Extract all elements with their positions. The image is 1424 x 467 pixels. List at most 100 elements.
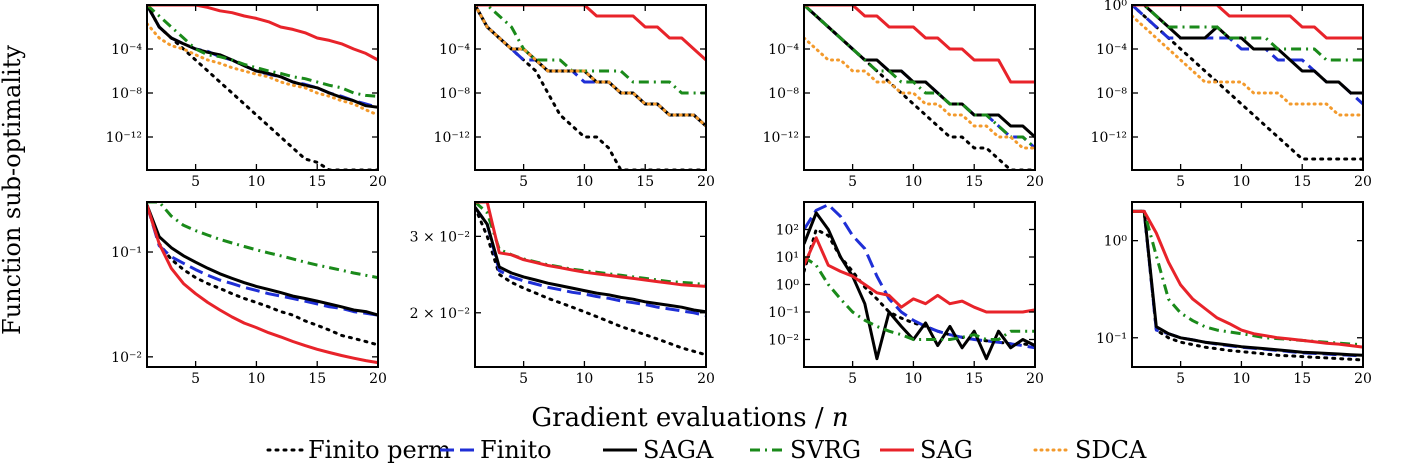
legend-item-finito-perm: Finito perm <box>266 436 451 464</box>
series-group <box>1132 5 1363 161</box>
series-group <box>147 5 378 170</box>
series-finito-perm <box>475 5 706 170</box>
y-tick-label: 10⁻¹² <box>106 130 142 146</box>
series-sag <box>475 5 706 62</box>
series-group <box>804 5 1035 170</box>
series-sag <box>147 5 378 62</box>
x-tick-label: 20 <box>697 371 715 387</box>
panel-frame <box>146 4 379 171</box>
series-sag <box>147 204 378 365</box>
y-tick-label: 10⁰ <box>776 278 800 294</box>
y-tick-label: 10⁻¹ <box>111 245 142 261</box>
series-saga <box>1132 5 1363 95</box>
series-sdca <box>1132 14 1363 117</box>
x-tick-label: 20 <box>1026 371 1044 387</box>
legend-item-saga: SAGA <box>603 436 714 464</box>
series-sag <box>475 202 706 288</box>
y-tick-label: 10¹ <box>776 250 799 266</box>
x-tick-label: 10 <box>905 371 923 387</box>
x-tick-label: 5 <box>848 174 857 190</box>
panel-8: 5 10 15 20 10⁰ 10⁻¹ <box>1096 201 1372 387</box>
y-tick-label: 10⁰ <box>1104 0 1128 14</box>
y-tick-label: 10⁻² <box>768 333 799 349</box>
x-axis-title: Gradient evaluations / n <box>531 403 848 433</box>
series-finito-perm <box>147 5 378 170</box>
x-tick-label: 15 <box>965 174 983 190</box>
series-sag <box>1132 5 1363 40</box>
y-tick-label: 10² <box>776 223 799 239</box>
legend-label: SDCA <box>1075 436 1147 464</box>
series-finito-perm <box>804 228 1035 348</box>
legend-label: SAG <box>920 436 973 464</box>
x-tick-label: 5 <box>519 174 528 190</box>
series-saga <box>804 211 1035 361</box>
y-tick-label: 2 × 10⁻² <box>410 306 470 322</box>
panel-3: 5 10 15 20 10⁻⁴ 10⁻⁸ 10⁻¹² <box>763 4 1044 190</box>
panel-frame <box>474 4 707 171</box>
x-tick-label: 20 <box>1354 371 1372 387</box>
x-tick-label: 15 <box>965 371 983 387</box>
x-tick-label: 15 <box>1293 371 1311 387</box>
panel-frame <box>474 201 707 368</box>
series-saga <box>147 204 378 317</box>
x-tick-label: 5 <box>848 371 857 387</box>
legend-label: Finito <box>480 436 552 464</box>
series-finito-perm <box>147 203 378 347</box>
series-finito-perm <box>475 205 706 357</box>
panel-2: 5 10 15 20 10⁻⁴ 10⁻⁸ 10⁻¹² <box>434 4 715 190</box>
series-svrg <box>147 5 378 98</box>
series-sdca <box>804 36 1035 150</box>
legend: Finito perm Finito SAGA SVRG SAG SDCA <box>266 436 1147 464</box>
x-tick-label: 20 <box>369 174 387 190</box>
panel-frame <box>146 201 379 368</box>
x-tick-label: 10 <box>248 174 266 190</box>
series-finito <box>475 206 706 318</box>
x-tick-label: 20 <box>369 371 387 387</box>
series-saga <box>475 5 706 128</box>
panel-frame <box>1131 201 1364 368</box>
x-axis-title-text: Gradient evaluations / <box>531 403 831 433</box>
x-tick-label: 15 <box>636 371 654 387</box>
x-tick-label: 10 <box>576 371 594 387</box>
y-tick-label: 10⁻⁴ <box>1096 42 1127 58</box>
series-saga <box>147 5 378 109</box>
series-saga <box>804 5 1035 139</box>
x-tick-label: 15 <box>636 174 654 190</box>
series-finito <box>804 203 1035 350</box>
x-tick-label: 15 <box>308 371 326 387</box>
y-tick-label: 10⁻⁸ <box>768 86 799 102</box>
x-tick-label: 5 <box>519 371 528 387</box>
x-tick-label: 10 <box>576 174 594 190</box>
x-tick-label: 5 <box>1176 174 1185 190</box>
panel-frame <box>1131 4 1364 171</box>
x-tick-label: 5 <box>1176 371 1185 387</box>
y-tick-label: 10⁻² <box>111 350 142 366</box>
series-svrg <box>804 5 1035 150</box>
y-axis-title: Function sub-optimality <box>0 45 26 335</box>
series-sag <box>804 5 1035 84</box>
y-tick-label: 10⁻¹ <box>1096 331 1127 347</box>
x-tick-label: 20 <box>697 174 715 190</box>
x-tick-label: 15 <box>1293 174 1311 190</box>
series-svrg <box>1132 5 1363 62</box>
series-group <box>475 5 706 170</box>
x-tick-label: 10 <box>248 371 266 387</box>
y-tick-label: 10⁻¹² <box>434 130 470 146</box>
x-tick-label: 20 <box>1354 174 1372 190</box>
series-group <box>1132 209 1363 362</box>
y-tick-label: 10⁻¹ <box>768 305 799 321</box>
series-saga <box>475 206 706 314</box>
legend-label: SAGA <box>643 436 714 464</box>
legend-label: Finito perm <box>308 436 451 464</box>
series-svrg <box>147 202 378 280</box>
panel-frame <box>803 4 1036 171</box>
y-tick-label: 10⁻⁴ <box>111 42 142 58</box>
panel-4: 5 10 15 20 10⁰ 10⁻⁴ 10⁻⁸ 10⁻¹² <box>1091 0 1372 190</box>
series-sdca <box>475 5 706 128</box>
x-axis-title-variable: n <box>832 403 849 433</box>
legend-item-finito: Finito <box>440 436 552 464</box>
series-sag <box>1132 209 1363 349</box>
series-svrg <box>804 255 1035 341</box>
legend-item-sag: SAG <box>880 436 973 464</box>
